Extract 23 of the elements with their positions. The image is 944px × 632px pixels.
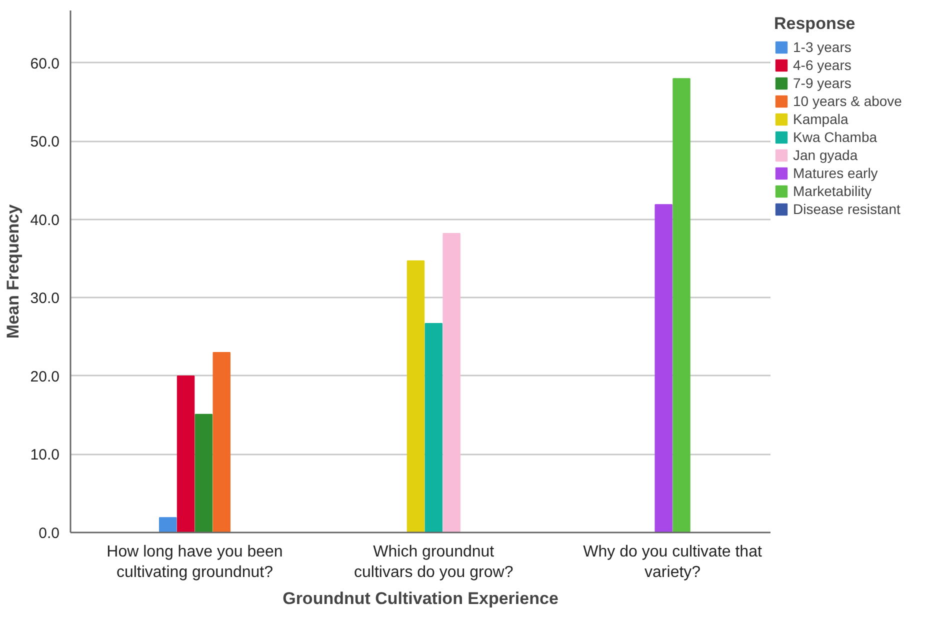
- y-tick-label: 10.0: [30, 446, 60, 464]
- x-tick-label: Which groundnut cultivars do you grow?: [354, 544, 514, 581]
- legend-label: 10 years & above: [793, 93, 902, 109]
- x-tick-label: How long have you been cultivating groundnut?: [106, 544, 283, 581]
- legend-label: Kampala: [793, 111, 848, 127]
- y-tick-label: 20.0: [30, 368, 60, 386]
- legend-label: Jan gyada: [793, 147, 858, 163]
- legend-label: Matures early: [793, 165, 878, 181]
- y-tick-label: 0.0: [38, 525, 60, 542]
- legend-label: Kwa Chamba: [793, 129, 878, 145]
- legend-label: Disease resistant: [793, 201, 900, 217]
- x-tick-label: Why do you cultivate that variety?: [583, 544, 762, 581]
- y-tick-label: 60.0: [30, 55, 60, 72]
- legend-label: 4-6 years: [793, 57, 852, 73]
- x-axis-title: Groundnut Cultivation Experience: [282, 588, 558, 608]
- legend-title: Response: [774, 14, 856, 34]
- legend-label: 7-9 years: [793, 75, 852, 91]
- y-tick-label: 40.0: [30, 212, 60, 229]
- y-tick-label: 30.0: [30, 290, 60, 308]
- y-axis-title: Mean Frequency: [3, 204, 22, 339]
- legend-label: 1-3 years: [793, 39, 852, 55]
- y-tick-label: 50.0: [30, 134, 60, 151]
- legend-label: Marketability: [793, 183, 872, 199]
